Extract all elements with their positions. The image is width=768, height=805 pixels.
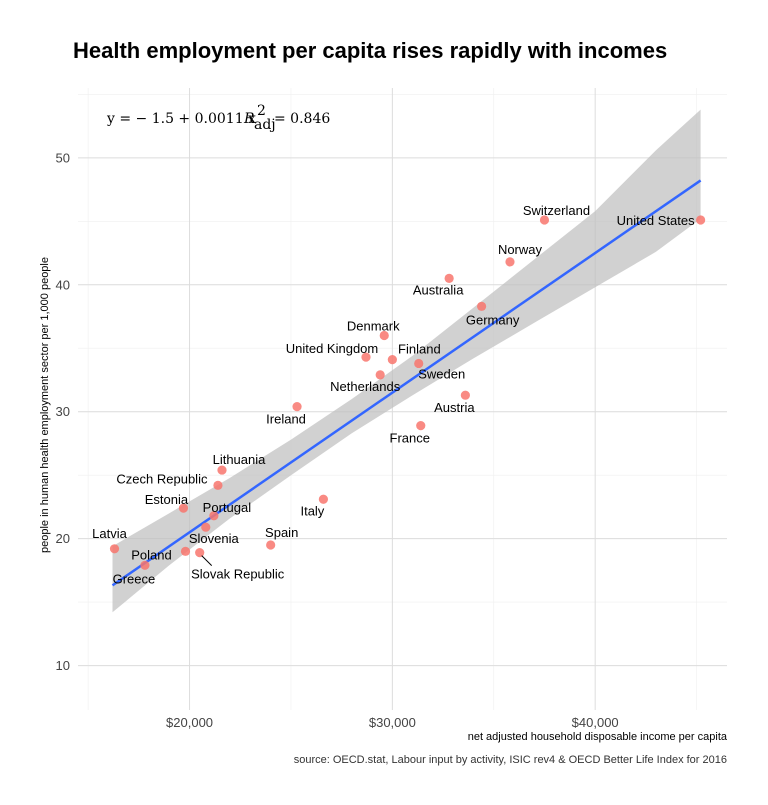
- x-tick-label: $30,000: [369, 715, 416, 730]
- regression-line-layer: [111, 179, 702, 587]
- point-label-denmark: Denmark: [347, 319, 400, 334]
- point-slovenia: [201, 522, 211, 532]
- point-netherlands: [375, 370, 385, 380]
- point-label-italy: Italy: [300, 503, 324, 518]
- y-tick-label: 50: [56, 150, 70, 165]
- point-finland: [387, 355, 397, 365]
- point-estonia: [178, 503, 189, 513]
- point-czech-republic: [213, 480, 223, 490]
- x-tick-labels: $20,000 $30,000 $40,000: [166, 715, 619, 730]
- point-austria: [460, 390, 470, 400]
- point-label-latvia: Latvia: [92, 526, 127, 541]
- point-label-greece: Greece: [113, 571, 156, 586]
- y-tick-label: 30: [56, 404, 70, 419]
- point-portugal: [209, 511, 219, 521]
- point-labels-layer: United StatesSwitzerlandNorwayAustraliaG…: [92, 203, 695, 586]
- point-italy: [318, 494, 329, 504]
- point-label-czech-republic: Czech Republic: [116, 471, 208, 486]
- point-label-norway: Norway: [498, 242, 543, 257]
- point-germany: [476, 301, 487, 311]
- point-label-switzerland: Switzerland: [523, 203, 590, 218]
- point-switzerland: [539, 215, 550, 225]
- r-superscript: 2: [257, 103, 266, 119]
- point-denmark: [379, 330, 389, 341]
- label-leader-slovak-republic: [201, 555, 213, 566]
- point-sweden: [414, 358, 424, 369]
- y-tick-label: 10: [56, 658, 70, 673]
- point-norway: [505, 257, 515, 267]
- point-label-netherlands: Netherlands: [330, 379, 401, 394]
- point-label-united-states: United States: [617, 213, 696, 228]
- point-label-sweden: Sweden: [418, 366, 465, 381]
- y-tick-label: 40: [56, 277, 70, 292]
- point-spain: [266, 540, 276, 550]
- point-label-austria: Austria: [434, 400, 475, 415]
- r-subscript: adj: [254, 117, 276, 133]
- point-label-slovak-republic: Slovak Republic: [191, 567, 285, 582]
- point-australia: [444, 273, 454, 284]
- point-label-spain: Spain: [265, 525, 298, 540]
- point-france: [416, 421, 426, 431]
- x-axis-label: net adjusted household disposable income…: [468, 731, 728, 743]
- x-tick-label: $40,000: [572, 715, 619, 730]
- point-label-finland: Finland: [398, 342, 441, 357]
- points-layer: [109, 215, 706, 570]
- regression-line: [111, 179, 702, 587]
- x-tick-label: $20,000: [166, 715, 213, 730]
- chart-caption: source: OECD.stat, Labour input by activ…: [294, 754, 727, 766]
- confidence-band-layer: [112, 109, 701, 613]
- chart-title: Health employment per capita rises rapid…: [73, 38, 667, 63]
- equation-prefix: y = − 1.5 + 0.0011 x: [106, 111, 256, 127]
- point-label-estonia: Estonia: [145, 492, 189, 507]
- r-value: = 0.846: [274, 111, 330, 127]
- point-poland: [180, 546, 191, 556]
- y-axis-label: people in human health employment sector…: [39, 257, 51, 553]
- confidence-band: [112, 109, 701, 613]
- point-ireland: [292, 402, 302, 412]
- y-tick-labels: 10 20 30 40 50: [56, 150, 70, 673]
- point-label-germany: Germany: [466, 312, 520, 327]
- y-tick-label: 20: [56, 531, 70, 546]
- point-label-portugal: Portugal: [203, 500, 252, 515]
- point-label-poland: Poland: [131, 547, 171, 562]
- point-label-france: France: [390, 431, 430, 446]
- point-label-slovenia: Slovenia: [189, 531, 240, 546]
- point-slovak-republic: [195, 547, 205, 558]
- grid: [78, 88, 727, 710]
- point-label-ireland: Ireland: [266, 412, 306, 427]
- point-greece: [140, 560, 150, 570]
- point-label-lithuania: Lithuania: [213, 452, 267, 467]
- regression-equation: y = − 1.5 + 0.0011 x R 2 adj = 0.846: [106, 103, 330, 133]
- point-latvia: [109, 544, 120, 554]
- r-symbol: R: [243, 111, 255, 127]
- point-lithuania: [217, 465, 227, 475]
- point-label-united-kingdom: United Kingdom: [286, 341, 379, 356]
- point-united-kingdom: [361, 352, 371, 362]
- point-label-australia: Australia: [413, 282, 464, 297]
- point-united-states: [696, 215, 706, 225]
